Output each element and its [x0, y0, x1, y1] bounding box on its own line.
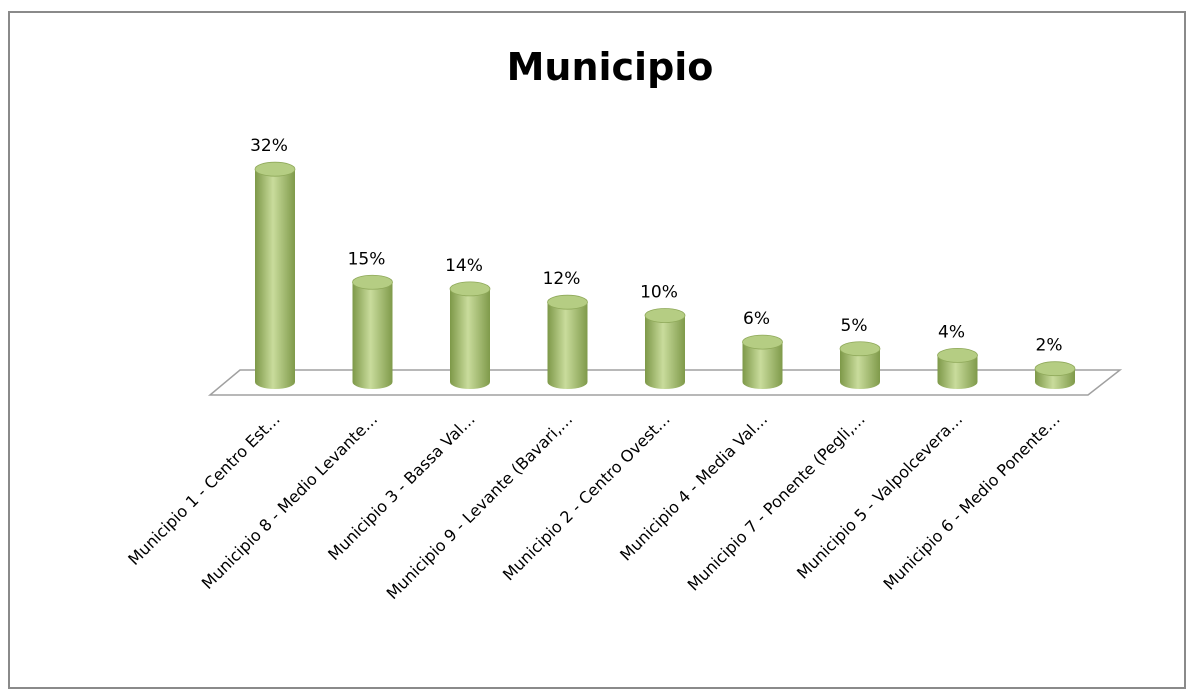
bar-top	[644, 308, 686, 323]
bar	[742, 342, 783, 389]
bar-top	[1034, 361, 1076, 377]
data-label: 10%	[640, 283, 678, 303]
data-label: 14%	[445, 256, 483, 276]
chart-border	[8, 11, 1186, 689]
bar-top	[742, 334, 783, 350]
bar-top	[839, 341, 881, 357]
bar	[450, 288, 490, 389]
bar-top	[937, 347, 978, 363]
data-label: 4%	[938, 322, 965, 342]
data-label: 15%	[348, 249, 386, 269]
bar	[937, 355, 978, 389]
bar	[547, 302, 588, 389]
data-label: 32%	[250, 136, 288, 156]
data-label: 5%	[841, 316, 868, 336]
bar-top	[254, 161, 296, 177]
bar	[840, 348, 880, 389]
bar	[645, 315, 685, 389]
bar	[352, 282, 393, 389]
bar-top	[449, 281, 491, 297]
chart-title: Municipio	[507, 45, 714, 89]
data-label: 12%	[543, 269, 581, 289]
bar-top	[547, 294, 588, 310]
bar-top	[352, 274, 393, 290]
bar	[255, 169, 295, 389]
data-label: 2%	[1036, 336, 1063, 356]
data-label: 6%	[743, 309, 770, 329]
